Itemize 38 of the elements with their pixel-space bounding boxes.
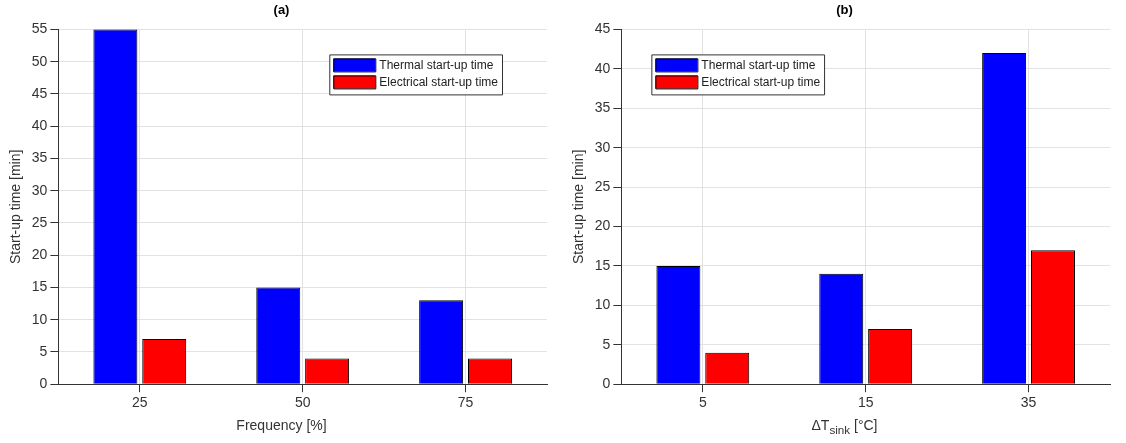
- y-tick-label: 0: [602, 375, 611, 392]
- y-axis-title: Start-up time [min]: [7, 149, 24, 264]
- y-tick-label: 45: [594, 20, 611, 37]
- y-tick-label: 40: [31, 117, 48, 134]
- y-tick-label: 20: [31, 246, 48, 263]
- x-tick-label: 25: [132, 394, 148, 411]
- x-axis-title: Frequency [%]: [236, 416, 327, 435]
- y-tick-label: 50: [31, 52, 48, 69]
- y-tick-label: 5: [39, 342, 48, 359]
- x-tick-label: 35: [1020, 394, 1037, 411]
- y-tick-label: 10: [594, 296, 611, 313]
- legend-label: Electrical start-up time: [379, 75, 499, 90]
- y-tick-label: 35: [31, 149, 48, 166]
- x-tick-label: 75: [457, 394, 474, 411]
- y-tick-label: 15: [594, 256, 611, 273]
- legend-label: Thermal start-up time: [379, 58, 494, 73]
- x-tick-label: 50: [294, 394, 311, 411]
- y-tick-label: 5: [602, 335, 611, 352]
- legend-label: Thermal start-up time: [701, 58, 816, 73]
- y-tick-label: 25: [31, 213, 48, 230]
- y-tick-label: 40: [594, 59, 611, 76]
- chart-title: (b): [836, 2, 853, 18]
- y-tick-label: 0: [39, 375, 48, 392]
- chart-title: (a): [273, 2, 290, 18]
- y-tick-label: 45: [31, 84, 48, 101]
- y-tick-label: 30: [594, 138, 611, 155]
- y-tick-label: 20: [594, 217, 611, 234]
- y-axis-title: Start-up time [min]: [570, 149, 587, 264]
- x-axis-title: ΔT$_{sink}$ [°C]: [811, 416, 878, 438]
- legend-label: Electrical start-up time: [701, 75, 821, 90]
- y-tick-label: 55: [31, 20, 48, 37]
- x-tick-label: 15: [857, 394, 874, 411]
- y-tick-label: 15: [31, 278, 48, 295]
- y-tick-label: 30: [31, 181, 48, 198]
- x-tick-label: 5: [698, 394, 707, 411]
- y-tick-label: 35: [594, 99, 611, 116]
- y-tick-label: 10: [31, 310, 48, 327]
- y-tick-label: 25: [594, 177, 611, 194]
